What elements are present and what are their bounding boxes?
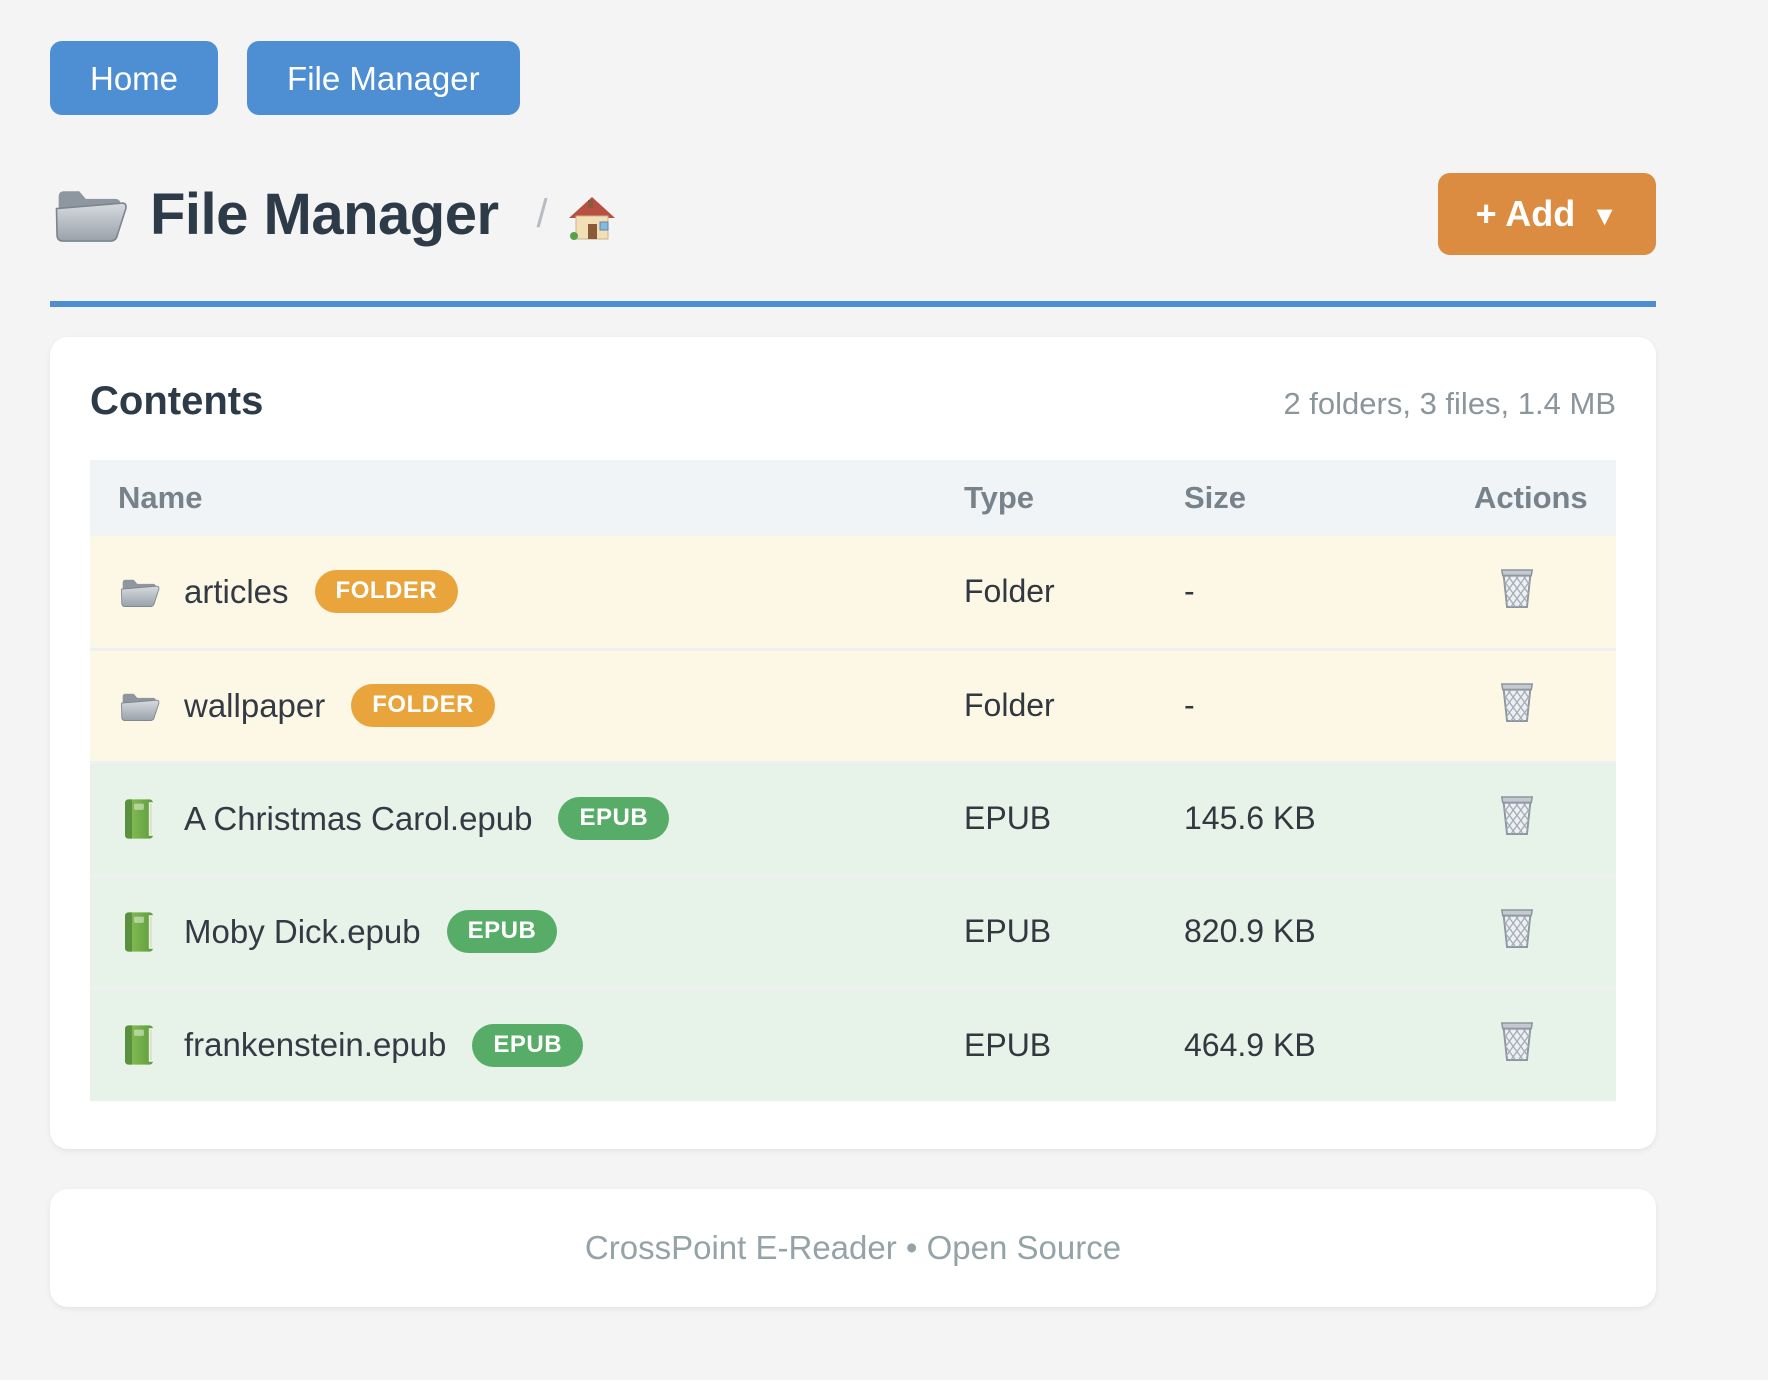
table-row: Moby Dick.epub EPUB EPUB 820.9 KB bbox=[90, 873, 1616, 988]
table-row: wallpaper FOLDER Folder - bbox=[90, 647, 1616, 762]
table-row: frankenstein.epub EPUB EPUB 464.9 KB bbox=[90, 986, 1616, 1101]
file-name[interactable]: Moby Dick.epub bbox=[184, 912, 421, 950]
file-type: EPUB bbox=[936, 986, 1156, 1101]
page-title-group: File Manager / bbox=[50, 179, 1438, 249]
delete-button[interactable] bbox=[1498, 679, 1536, 725]
page-header: File Manager / + Add ▼ bbox=[50, 173, 1656, 255]
type-badge: EPUB bbox=[558, 797, 670, 840]
footer: CrossPoint E-Reader • Open Source bbox=[50, 1189, 1656, 1307]
book-icon bbox=[118, 798, 160, 840]
book-icon bbox=[118, 911, 160, 953]
file-size: 464.9 KB bbox=[1156, 986, 1446, 1101]
table-row: articles FOLDER Folder - bbox=[90, 536, 1616, 649]
page-container: Home File Manager File Manager / + Add ▼… bbox=[50, 0, 1656, 1307]
delete-button[interactable] bbox=[1498, 792, 1536, 838]
file-type: EPUB bbox=[936, 873, 1156, 988]
contents-card: Contents 2 folders, 3 files, 1.4 MB Name… bbox=[50, 337, 1656, 1149]
file-size: - bbox=[1156, 536, 1446, 649]
type-badge: FOLDER bbox=[314, 570, 459, 614]
file-type: Folder bbox=[936, 536, 1156, 649]
breadcrumb-separator: / bbox=[536, 191, 548, 236]
type-badge: EPUB bbox=[446, 910, 558, 953]
add-button[interactable]: + Add ▼ bbox=[1437, 173, 1656, 255]
file-size: 145.6 KB bbox=[1156, 760, 1446, 875]
file-size: 820.9 KB bbox=[1156, 873, 1446, 988]
contents-heading: Contents bbox=[90, 379, 264, 423]
column-header-actions: Actions bbox=[1446, 460, 1616, 536]
contents-card-header: Contents 2 folders, 3 files, 1.4 MB bbox=[90, 379, 1616, 424]
contents-summary: 2 folders, 3 files, 1.4 MB bbox=[1283, 386, 1616, 421]
file-type: EPUB bbox=[936, 760, 1156, 875]
trash-icon bbox=[1498, 679, 1536, 725]
name-cell: Moby Dick.epub EPUB bbox=[118, 910, 936, 953]
file-name[interactable]: frankenstein.epub bbox=[184, 1026, 447, 1064]
column-header-size: Size bbox=[1156, 460, 1446, 536]
column-header-name: Name bbox=[90, 460, 936, 536]
trash-icon bbox=[1498, 905, 1536, 951]
type-badge: EPUB bbox=[472, 1023, 584, 1067]
add-button-label: + Add bbox=[1475, 193, 1576, 234]
folder-icon bbox=[50, 179, 128, 249]
nav-file-manager-button[interactable]: File Manager bbox=[247, 41, 520, 115]
file-table: Name Type Size Actions articles FOLDER F… bbox=[90, 460, 1616, 1101]
book-icon bbox=[118, 1024, 160, 1066]
file-name[interactable]: A Christmas Carol.epub bbox=[184, 799, 533, 837]
file-size: - bbox=[1156, 647, 1446, 762]
trash-icon bbox=[1498, 565, 1536, 611]
name-cell: frankenstein.epub EPUB bbox=[118, 1023, 936, 1067]
file-name[interactable]: articles bbox=[184, 572, 289, 610]
folder-icon bbox=[118, 571, 160, 613]
top-nav: Home File Manager bbox=[50, 0, 1656, 115]
delete-button[interactable] bbox=[1498, 565, 1536, 611]
page-title: File Manager bbox=[150, 181, 499, 247]
footer-text: CrossPoint E-Reader • Open Source bbox=[584, 1229, 1122, 1266]
delete-button[interactable] bbox=[1498, 905, 1536, 951]
name-cell: articles FOLDER bbox=[118, 570, 936, 614]
chevron-down-icon: ▼ bbox=[1591, 200, 1618, 231]
file-name[interactable]: wallpaper bbox=[184, 686, 326, 724]
house-icon[interactable] bbox=[568, 196, 616, 240]
folder-icon bbox=[118, 685, 160, 727]
table-header-row: Name Type Size Actions bbox=[90, 460, 1616, 536]
name-cell: wallpaper FOLDER bbox=[118, 684, 936, 727]
delete-button[interactable] bbox=[1498, 1018, 1536, 1064]
name-cell: A Christmas Carol.epub EPUB bbox=[118, 797, 936, 840]
trash-icon bbox=[1498, 792, 1536, 838]
column-header-type: Type bbox=[936, 460, 1156, 536]
file-type: Folder bbox=[936, 647, 1156, 762]
trash-icon bbox=[1498, 1018, 1536, 1064]
type-badge: FOLDER bbox=[351, 684, 495, 727]
nav-home-button[interactable]: Home bbox=[50, 41, 219, 115]
file-table-body: articles FOLDER Folder - wallpaper FOLDE… bbox=[90, 536, 1616, 1101]
table-row: A Christmas Carol.epub EPUB EPUB 145.6 K… bbox=[90, 760, 1616, 875]
header-divider bbox=[50, 301, 1656, 307]
